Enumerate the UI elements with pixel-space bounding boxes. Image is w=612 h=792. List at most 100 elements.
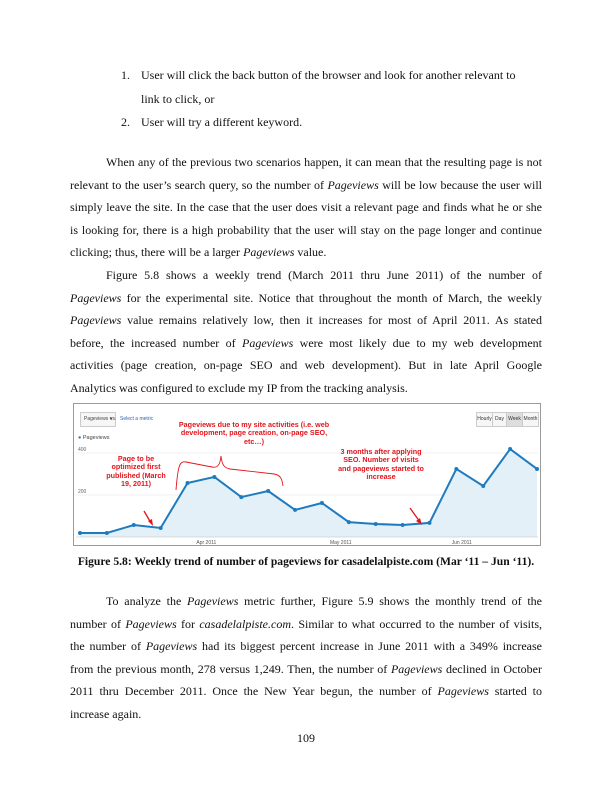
text-segment: When any of the previous two scenarios h…	[106, 155, 542, 169]
annotation-page-published: Page to be optimized first published (Ma…	[106, 454, 166, 489]
text-segment: relevant to the user’s search query, so …	[70, 177, 328, 192]
arrow-head-icon	[416, 518, 422, 525]
data-point	[400, 523, 405, 528]
list-number: 2.	[121, 115, 130, 129]
select-metric-link[interactable]: Select a metric	[120, 416, 154, 422]
text-line: increase again.	[70, 707, 542, 721]
data-point	[508, 447, 513, 452]
list-number: 1.	[121, 68, 130, 82]
y-tick-label: 400	[78, 447, 87, 453]
italic-term: casadelalpiste.com	[199, 616, 291, 631]
italic-term: Pageviews	[70, 290, 122, 305]
annotation-site-activities: Pageviews due to my site activities (i.e…	[178, 420, 330, 446]
week-button[interactable]: Week	[506, 412, 523, 427]
text-segment: activities (page creation, on-page SEO a…	[70, 358, 542, 373]
text-segment: 2011 thru December 2011. Once the New Ye…	[70, 684, 438, 699]
text-line: Figure 5.8 shows a weekly trend (March 2…	[106, 268, 542, 282]
italic-term: Pageviews	[145, 639, 198, 654]
italic-term: Pageviews	[327, 177, 379, 192]
text-line: is looking for, there is a high probabil…	[70, 223, 542, 237]
metric-dropdown[interactable]: Pageviews ▾	[80, 412, 117, 427]
italic-term: Pageviews	[390, 661, 443, 676]
series-line	[80, 447, 538, 535]
text-segment: simply leave the site. In the case that …	[70, 200, 542, 215]
text-segment: had its biggest percent increase in June…	[197, 639, 542, 654]
data-point	[535, 466, 539, 471]
text-line: When any of the previous two scenarios h…	[106, 155, 542, 169]
brace-annotation	[175, 455, 284, 491]
italic-term: Pageviews	[125, 616, 177, 631]
text-segment: started to	[488, 684, 543, 699]
list-item-text: link to click, or	[141, 92, 215, 106]
text-line: activities (page creation, on-page SEO a…	[70, 358, 542, 372]
data-point	[293, 507, 298, 512]
text-line: relevant to the user’s search query, so …	[70, 178, 542, 192]
italic-term: Pageviews	[243, 245, 295, 260]
annotation-seo: 3 months after applying SEO. Number of v…	[338, 447, 424, 482]
list-item-text: User will click the back button of the b…	[141, 68, 516, 82]
text-segment: Figure 5.8 shows a weekly trend (March 2…	[106, 268, 542, 282]
data-point	[104, 531, 109, 536]
x-tick-label: Jun 2011	[452, 540, 472, 545]
data-point	[185, 481, 190, 486]
text-line: Pageviews value remains relatively low, …	[70, 313, 542, 327]
data-point	[212, 474, 217, 479]
text-segment: before, the increased number of	[70, 335, 242, 350]
text-line: Pageviews for the experimental site. Not…	[70, 291, 542, 305]
text-segment: were most likely due to my web developme…	[293, 335, 543, 350]
text-segment: value remains relatively low, then it in…	[121, 313, 542, 328]
text-segment: is looking for, there is a high probabil…	[70, 222, 542, 237]
x-tick-label: May 2011	[330, 540, 352, 545]
data-point	[131, 523, 136, 528]
text-segment: increase again.	[70, 707, 142, 721]
analytics-chart-figure: Pageviews ▾ vs. Select a metric Hourly D…	[73, 403, 541, 546]
arrow-head-icon	[148, 519, 153, 526]
text-segment: from the previous month, 278 versus 1,24…	[70, 661, 391, 676]
text-line: from the previous month, 278 versus 1,24…	[70, 662, 542, 676]
text-line: Analytics was configured to exclude my I…	[70, 381, 542, 395]
data-point	[373, 521, 378, 526]
legend: ● Pageviews	[78, 435, 109, 441]
data-point	[239, 495, 244, 500]
text-line: simply leave the site. In the case that …	[70, 200, 542, 214]
italic-term: Pageviews	[437, 684, 489, 699]
legend-label: Pageviews	[82, 435, 110, 441]
legend-dot-icon: ●	[78, 435, 82, 441]
list-item-text: User will try a different keyword.	[141, 115, 303, 129]
text-segment: Analytics was configured to exclude my I…	[70, 381, 408, 395]
text-segment: declined in October	[442, 661, 542, 676]
text-line: 2011 thru December 2011. Once the New Ye…	[70, 684, 542, 698]
data-point	[158, 525, 163, 530]
x-tick-label: Apr 2011	[196, 540, 216, 545]
month-button[interactable]: Month	[522, 412, 539, 427]
italic-term: Pageviews	[70, 313, 122, 328]
text-segment: number of	[70, 616, 126, 631]
text-segment: value.	[294, 245, 327, 260]
figure-caption: Figure 5.8: Weekly trend of number of pa…	[77, 555, 535, 568]
line-chart: 400 200 Apr 2011 May 2011 Jun 2011	[76, 447, 539, 545]
data-point	[454, 466, 459, 471]
data-point	[266, 489, 271, 494]
area-fill	[80, 449, 537, 537]
text-line: before, the increased number of Pageview…	[70, 336, 542, 350]
italic-term: Pageviews	[187, 594, 239, 608]
text-segment: for the experimental site. Notice that t…	[121, 290, 542, 305]
text-segment: for	[176, 616, 200, 631]
data-point	[319, 500, 324, 505]
text-line: number of Pageviews for casadelalpiste.c…	[70, 617, 542, 631]
text-segment: the number of	[70, 639, 146, 654]
page-number: 109	[297, 731, 315, 745]
vs-label: vs.	[110, 416, 117, 422]
text-line: the number of Pageviews had its biggest …	[70, 639, 542, 653]
text-segment: . Similar to what occurred to the number…	[291, 616, 543, 631]
text-line: To analyze the Pageviews metric further,…	[106, 594, 542, 608]
text-segment: To analyze the	[106, 594, 188, 608]
data-point	[481, 483, 486, 488]
italic-term: Pageviews	[241, 335, 294, 350]
data-point	[427, 520, 432, 525]
text-segment: clicking; thus, there will be a larger	[70, 245, 244, 260]
data-point	[78, 531, 82, 536]
text-segment: will be low because the user will	[378, 177, 543, 192]
text-line: clicking; thus, there will be a larger P…	[70, 245, 542, 259]
